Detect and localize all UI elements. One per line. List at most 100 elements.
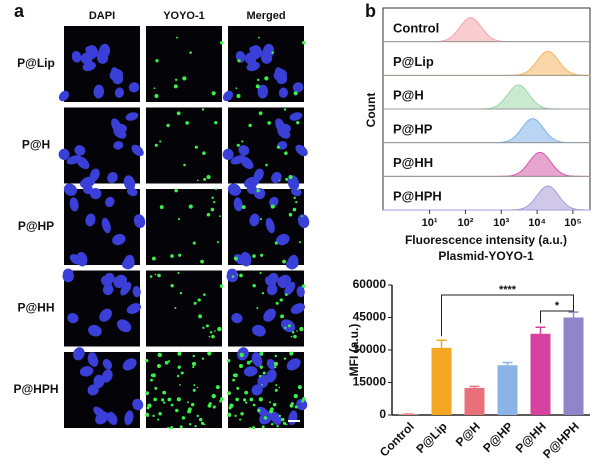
nucleus bbox=[128, 82, 140, 93]
nucleus bbox=[270, 411, 282, 426]
green-signal bbox=[188, 423, 192, 426]
green-signal bbox=[240, 411, 244, 416]
image-background bbox=[146, 270, 222, 347]
green-signal bbox=[255, 84, 260, 89]
nucleus bbox=[87, 352, 98, 366]
nucleus bbox=[226, 268, 238, 280]
green-signal bbox=[283, 357, 287, 360]
green-signal bbox=[297, 188, 299, 191]
green-signal bbox=[287, 324, 291, 328]
row-label: P@HPH bbox=[13, 382, 58, 396]
green-signal bbox=[145, 412, 150, 417]
green-signal bbox=[302, 41, 306, 45]
micrograph bbox=[227, 347, 308, 430]
green-signal bbox=[294, 405, 298, 409]
green-signal bbox=[296, 330, 298, 332]
nucleus bbox=[74, 145, 86, 156]
x-tick-label: Control bbox=[377, 419, 417, 459]
green-signal bbox=[258, 397, 263, 402]
x-tick-label: P@Lip bbox=[413, 419, 450, 456]
green-signal bbox=[215, 385, 220, 390]
green-signal bbox=[285, 293, 288, 297]
green-signal bbox=[180, 371, 184, 375]
green-signal bbox=[203, 293, 206, 297]
x-tick-label: 10³ bbox=[493, 217, 509, 229]
micrograph bbox=[58, 107, 144, 191]
green-signal bbox=[211, 393, 216, 399]
green-signal bbox=[145, 359, 149, 363]
nucleus bbox=[249, 213, 260, 227]
green-signal bbox=[258, 374, 262, 378]
green-signal bbox=[154, 386, 158, 390]
green-signal bbox=[187, 409, 192, 414]
green-signal bbox=[213, 201, 216, 204]
nucleus bbox=[58, 148, 70, 161]
bar bbox=[497, 365, 518, 415]
nucleus bbox=[244, 176, 260, 189]
y-tick-label: 15000 bbox=[353, 375, 387, 389]
series-label: P@H bbox=[393, 88, 424, 103]
micrograph bbox=[222, 107, 308, 191]
bar bbox=[530, 333, 551, 415]
green-signal bbox=[170, 403, 174, 407]
green-signal bbox=[289, 351, 294, 356]
green-signal bbox=[214, 120, 218, 125]
green-signal bbox=[235, 397, 239, 402]
nucleus bbox=[286, 358, 301, 371]
nucleus bbox=[121, 259, 135, 270]
image-background bbox=[64, 107, 140, 184]
green-signal bbox=[276, 145, 280, 149]
green-signal bbox=[282, 421, 287, 425]
green-signal bbox=[292, 207, 297, 212]
nucleus bbox=[278, 87, 288, 98]
green-signal bbox=[170, 254, 174, 258]
green-signal bbox=[178, 253, 182, 257]
nucleus bbox=[93, 406, 106, 419]
nucleus bbox=[296, 398, 308, 411]
green-signal bbox=[283, 108, 287, 111]
green-signal bbox=[252, 403, 256, 407]
nucleus bbox=[88, 324, 102, 337]
green-signal bbox=[275, 301, 279, 305]
green-signal bbox=[298, 241, 302, 244]
nucleus bbox=[289, 112, 303, 121]
green-signal bbox=[236, 94, 241, 99]
green-signal bbox=[236, 386, 240, 390]
series-label: P@HP bbox=[393, 121, 433, 136]
green-signal bbox=[154, 94, 159, 99]
green-signal bbox=[159, 140, 162, 143]
significance-bracket bbox=[540, 308, 574, 324]
nucleus bbox=[297, 214, 310, 229]
green-signal bbox=[293, 334, 297, 339]
green-signal bbox=[196, 179, 199, 182]
nucleus bbox=[132, 285, 141, 298]
green-signal bbox=[159, 205, 164, 210]
green-signal bbox=[177, 271, 180, 275]
bar bbox=[563, 317, 584, 415]
micrograph bbox=[62, 268, 141, 347]
x-tick-label: 10⁴ bbox=[528, 217, 546, 229]
green-signal bbox=[160, 398, 165, 402]
nucleus bbox=[249, 45, 262, 60]
green-signal bbox=[257, 408, 261, 413]
nucleus bbox=[251, 384, 263, 396]
green-signal bbox=[179, 425, 183, 429]
green-signal bbox=[302, 397, 306, 401]
green-signal bbox=[211, 91, 216, 96]
green-signal bbox=[260, 253, 264, 257]
green-signal bbox=[202, 151, 206, 155]
micrograph bbox=[146, 26, 224, 102]
bar bbox=[431, 347, 452, 415]
green-signal bbox=[157, 418, 160, 421]
green-signal bbox=[239, 418, 242, 421]
green-signal bbox=[181, 416, 186, 420]
green-signal bbox=[232, 373, 237, 377]
green-signal bbox=[203, 423, 206, 426]
nucleus bbox=[257, 406, 270, 419]
micrograph bbox=[222, 26, 306, 102]
nucleus bbox=[266, 358, 277, 370]
nucleus bbox=[296, 285, 305, 298]
series-label: P@Lip bbox=[393, 54, 434, 69]
green-signal bbox=[236, 273, 239, 276]
image-background bbox=[146, 189, 222, 265]
